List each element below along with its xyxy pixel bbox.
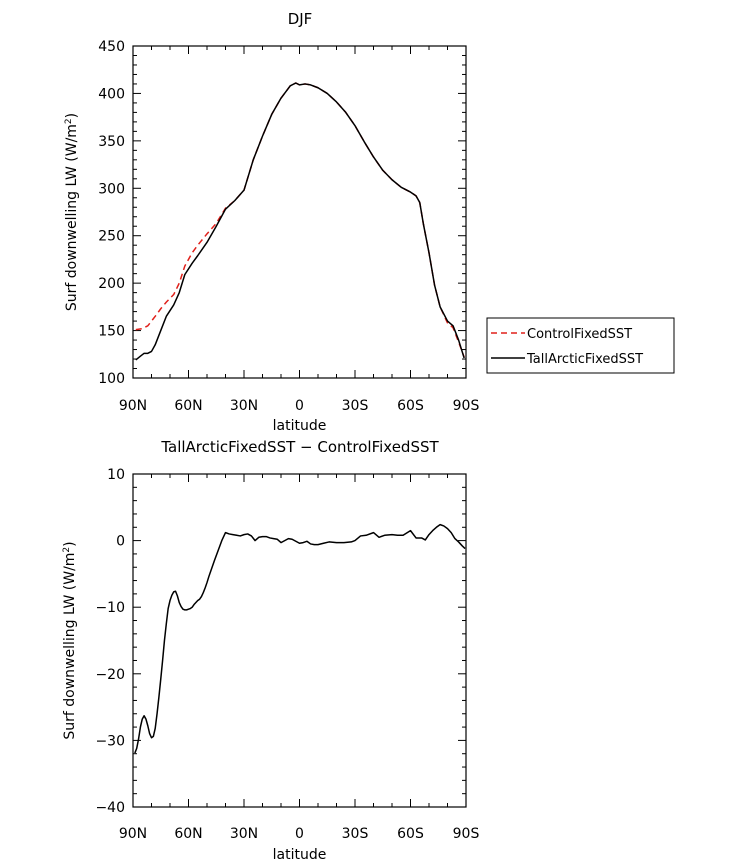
legend-label: ControlFixedSST xyxy=(527,327,632,342)
x-tick-label: 30N xyxy=(230,826,258,842)
y-tick-label: −40 xyxy=(95,800,125,816)
x-tick-label: 90N xyxy=(119,826,147,842)
y-tick-label: −10 xyxy=(95,600,125,616)
legend: ControlFixedSST TallArcticFixedSST xyxy=(486,317,675,374)
x-axis-label: latitude xyxy=(273,418,327,434)
y-tick-label: 100 xyxy=(98,371,125,387)
chart-title: TallArcticFixedSST − ControlFixedSST xyxy=(160,438,439,456)
chart-title: DJF xyxy=(288,10,313,28)
y-tick-label: 0 xyxy=(116,534,125,550)
x-tick-label: 60N xyxy=(174,398,202,414)
y-axis-label: Surf downwelling LW (W/m2) xyxy=(64,113,80,311)
y-tick-label: 250 xyxy=(98,229,125,245)
x-axis-label: latitude xyxy=(273,847,327,863)
x-tick-label: 60N xyxy=(174,826,202,842)
y-tick-label: 350 xyxy=(98,134,125,150)
x-tick-label: 60S xyxy=(397,826,424,842)
y-tick-label: 400 xyxy=(98,86,125,102)
y-tick-label: 300 xyxy=(98,181,125,197)
x-tick-label: 30S xyxy=(342,398,369,414)
y-tick-label: −30 xyxy=(95,733,125,749)
plot-frame xyxy=(132,45,467,379)
chart-panel-1: DJF 90N 60N 30N 0 30S 60S 90S 100 150 200 250 300 350… xyxy=(64,10,675,434)
x-tick-label: 0 xyxy=(295,826,304,842)
legend-box xyxy=(486,317,675,374)
y-tick-label: 150 xyxy=(98,324,125,340)
x-tick-label: 90S xyxy=(453,826,480,842)
x-tick-label: 90N xyxy=(119,398,147,414)
plot-frame xyxy=(132,473,467,808)
x-tick-label: 30S xyxy=(342,826,369,842)
series-line-difference xyxy=(134,523,466,754)
series-line-controlfixedsst xyxy=(135,82,465,358)
legend-label: TallArcticFixedSST xyxy=(526,352,643,367)
y-tick-label: 10 xyxy=(107,467,125,483)
x-tick-label: 0 xyxy=(295,398,304,414)
chart-panel-2: TallArcticFixedSST − ControlFixedSST 90N 6… xyxy=(62,438,479,863)
y-tick-label: 450 xyxy=(98,39,125,55)
x-tick-label: 90S xyxy=(453,398,480,414)
y-tick-label: −20 xyxy=(95,667,125,683)
y-axis-label: Surf downwelling LW (W/m2) xyxy=(62,541,78,739)
x-tick-label: 30N xyxy=(230,398,258,414)
y-tick-label: 200 xyxy=(98,276,125,292)
x-tick-label: 60S xyxy=(397,398,424,414)
series-line-tallarcticfixedsst xyxy=(135,82,465,361)
